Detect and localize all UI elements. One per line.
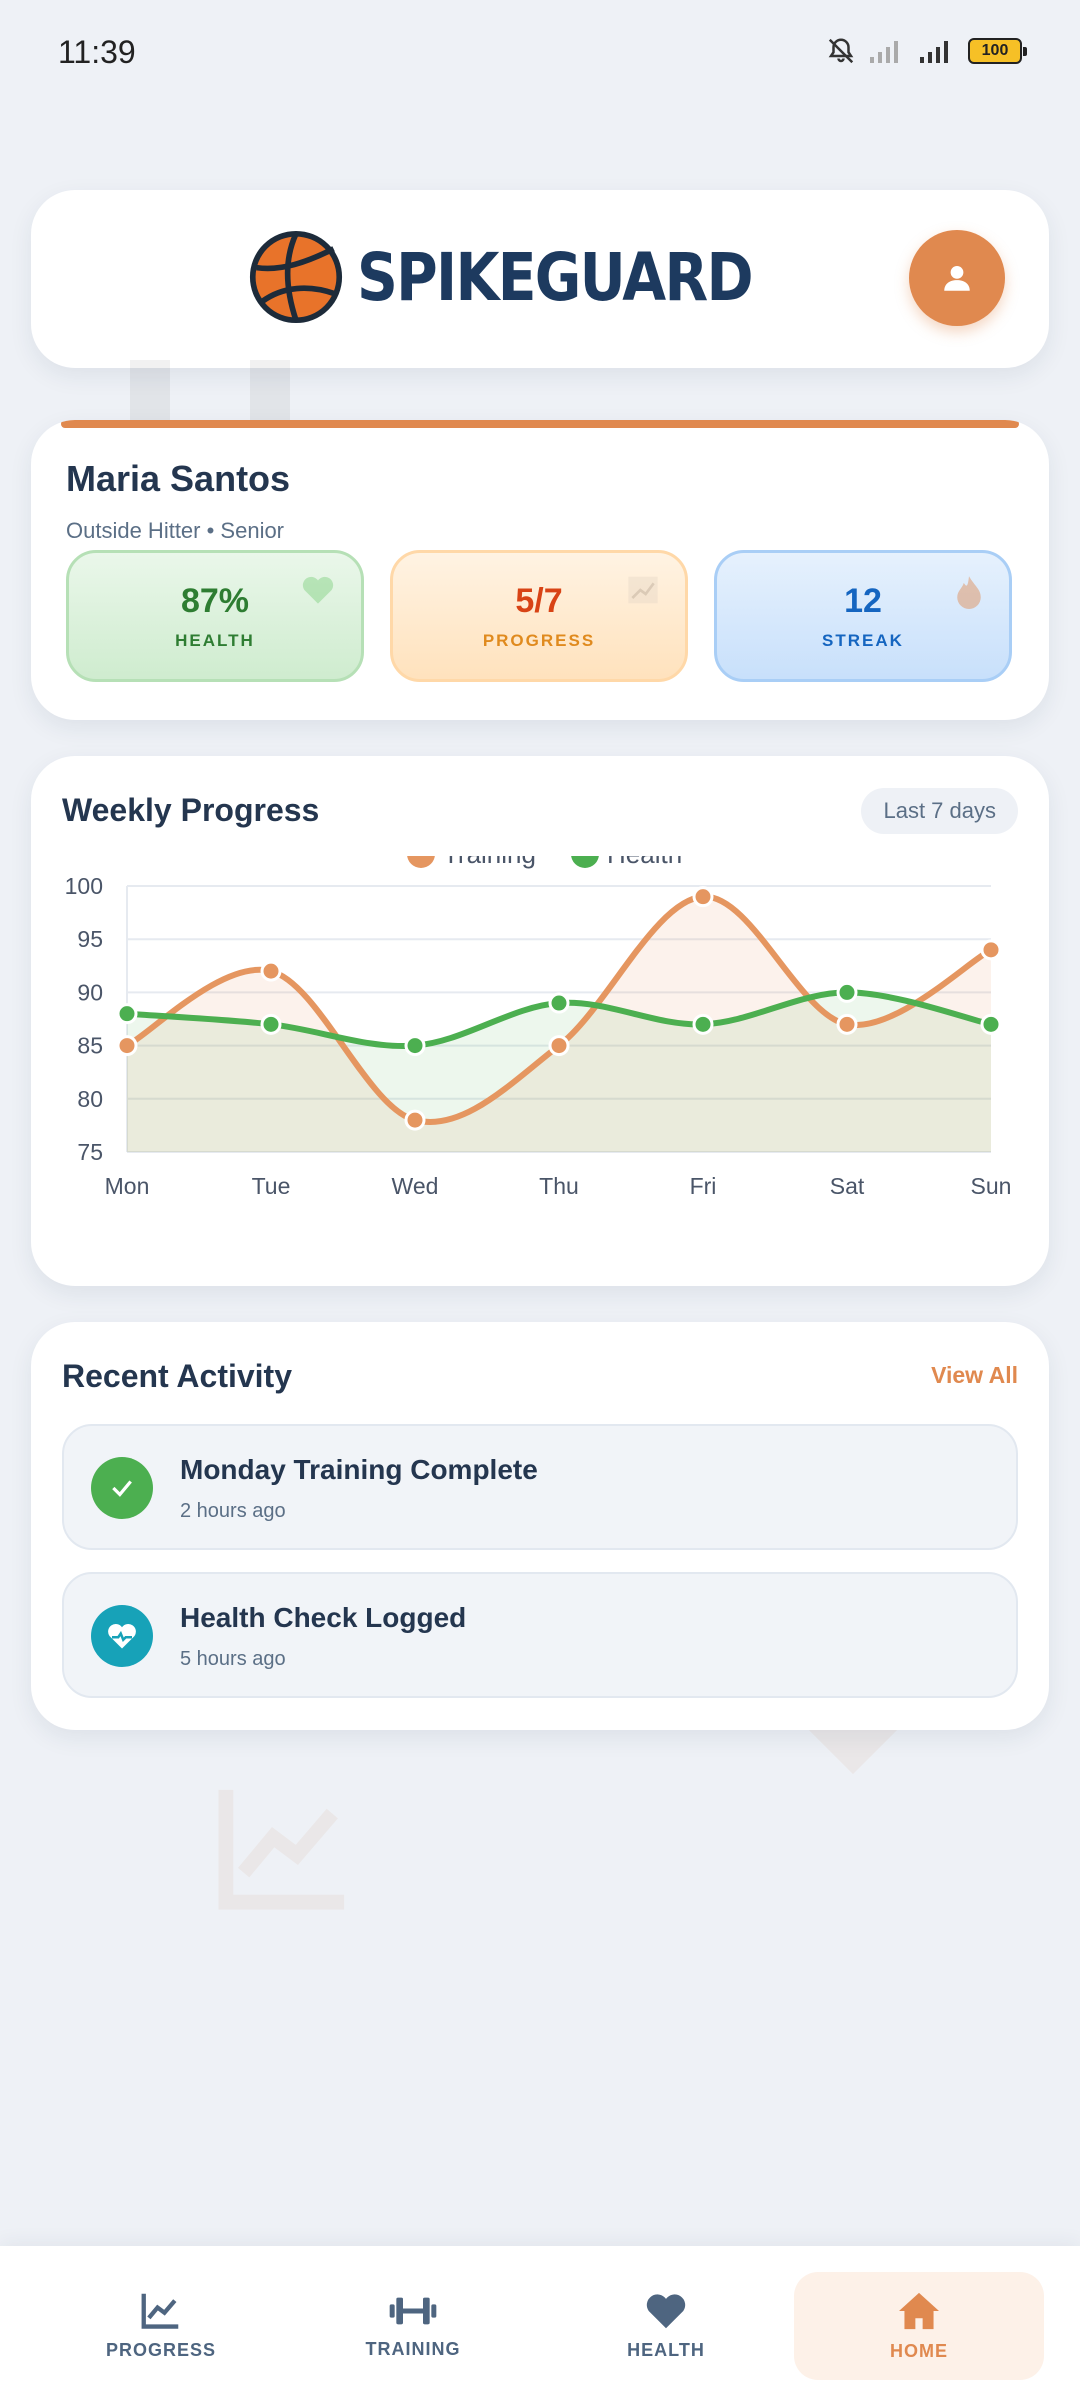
y-tick-label: 95 xyxy=(77,926,103,952)
athlete-role: Outside Hitter • Senior xyxy=(66,518,285,543)
volleyball-icon xyxy=(249,230,343,324)
health-stat-card[interactable]: 87% HEALTH xyxy=(66,550,364,682)
data-point xyxy=(692,886,714,908)
athlete-name: Maria Santos xyxy=(66,458,291,499)
status-bar: 11:39 100 xyxy=(0,0,1080,100)
data-point xyxy=(404,1109,426,1131)
data-point xyxy=(548,992,570,1014)
x-tick-label: Sun xyxy=(971,1173,1012,1199)
activity-icon-badge xyxy=(91,1605,153,1667)
streak-stat-card[interactable]: 12 STREAK xyxy=(714,550,1012,682)
signal-icon xyxy=(920,41,948,63)
legend-swatch xyxy=(407,856,435,868)
x-tick-label: Thu xyxy=(539,1173,579,1199)
nav-label: TRAINING xyxy=(365,2338,461,2359)
nav-progress[interactable]: PROGRESS xyxy=(36,2272,286,2380)
nav-training[interactable]: TRAINING xyxy=(288,2272,538,2380)
activity-item[interactable]: Monday Training Complete 2 hours ago xyxy=(62,1424,1018,1550)
health-value: 87% xyxy=(180,581,250,620)
y-tick-label: 75 xyxy=(77,1139,103,1165)
data-point xyxy=(260,1013,282,1035)
activity-item[interactable]: Health Check Logged 5 hours ago xyxy=(62,1572,1018,1698)
nav-home[interactable]: HOME xyxy=(794,2272,1044,2380)
y-tick-label: 85 xyxy=(77,1033,103,1059)
legend-label: Health xyxy=(607,856,682,869)
recent-activity-title: Recent Activity xyxy=(62,1358,292,1394)
heart-icon xyxy=(646,2293,686,2328)
nav-label: HEALTH xyxy=(627,2339,705,2360)
data-point xyxy=(692,1013,714,1035)
activity-title: Health Check Logged xyxy=(180,1602,467,1633)
app-header: SPIKEGUARD xyxy=(31,190,1049,368)
bottom-navigation: PROGRESS TRAINING HEALTH HOME xyxy=(0,2246,1080,2400)
streak-label: STREAK xyxy=(822,630,904,650)
nav-label: PROGRESS xyxy=(105,2339,217,2360)
bell-muted-icon xyxy=(828,38,854,64)
view-all-link[interactable]: View All xyxy=(931,1362,1018,1388)
nav-label: HOME xyxy=(890,2340,948,2361)
x-tick-label: Tue xyxy=(252,1173,291,1199)
x-tick-label: Mon xyxy=(105,1173,150,1199)
data-point xyxy=(116,1035,138,1057)
series-area xyxy=(127,992,991,1152)
signal-icon xyxy=(870,41,898,63)
chart-line-icon xyxy=(141,2293,179,2329)
data-point xyxy=(836,981,858,1003)
activity-time: 2 hours ago xyxy=(180,1500,286,1522)
data-point xyxy=(980,1013,1002,1035)
battery-icon: 100 xyxy=(968,38,1027,64)
activity-icon-badge xyxy=(91,1457,153,1519)
y-tick-label: 100 xyxy=(65,873,103,899)
progress-label: PROGRESS xyxy=(482,630,596,650)
chart-legend: Training Health xyxy=(407,856,682,869)
brand-logo: SPIKEGUARD xyxy=(249,230,816,324)
health-label: HEALTH xyxy=(175,630,255,650)
data-point xyxy=(116,1003,138,1025)
x-tick-label: Sat xyxy=(830,1173,865,1199)
data-point xyxy=(548,1035,570,1057)
trophy-watermark-icon xyxy=(130,360,290,430)
check-icon xyxy=(112,1480,132,1497)
data-point xyxy=(260,960,282,982)
dumbbell-icon xyxy=(389,2297,437,2324)
brand-name: SPIKEGUARD xyxy=(357,238,754,316)
data-point xyxy=(404,1035,426,1057)
y-tick-label: 80 xyxy=(77,1086,103,1112)
data-point xyxy=(836,1013,858,1035)
date-range-selector[interactable]: Last 7 days xyxy=(861,788,1018,834)
flame-icon xyxy=(957,576,981,609)
profile-button[interactable] xyxy=(909,230,1005,326)
streak-value: 12 xyxy=(844,581,882,620)
nav-health[interactable]: HEALTH xyxy=(541,2272,791,2380)
legend-swatch xyxy=(571,856,599,868)
status-icons: 100 xyxy=(826,36,1027,66)
legend-label: Training xyxy=(443,856,536,869)
heartbeat-icon xyxy=(108,1623,136,1649)
weekly-progress-title: Weekly Progress xyxy=(62,792,320,828)
chart-icon xyxy=(628,576,658,604)
chart-watermark-icon xyxy=(218,1789,345,1910)
athlete-profile-card: Maria Santos Outside Hitter • Senior 87%… xyxy=(31,420,1049,720)
weekly-progress-card: Weekly Progress Last 7 days Training Heal… xyxy=(31,756,1049,1286)
y-tick-label: 90 xyxy=(77,979,103,1005)
progress-value: 5/7 xyxy=(515,581,563,620)
home-icon xyxy=(899,2292,939,2329)
x-tick-label: Fri xyxy=(690,1173,717,1199)
activity-time: 5 hours ago xyxy=(180,1648,286,1670)
recent-activity-card: Recent Activity View All Monday Training… xyxy=(31,1322,1049,1730)
progress-stat-card[interactable]: 5/7 PROGRESS xyxy=(390,550,688,682)
activity-title: Monday Training Complete xyxy=(180,1454,538,1485)
card-accent-bar xyxy=(61,420,1019,428)
x-tick-label: Wed xyxy=(392,1173,439,1199)
data-point xyxy=(980,939,1002,961)
user-icon xyxy=(944,265,970,291)
heart-icon xyxy=(302,576,334,604)
status-time: 11:39 xyxy=(58,34,136,70)
